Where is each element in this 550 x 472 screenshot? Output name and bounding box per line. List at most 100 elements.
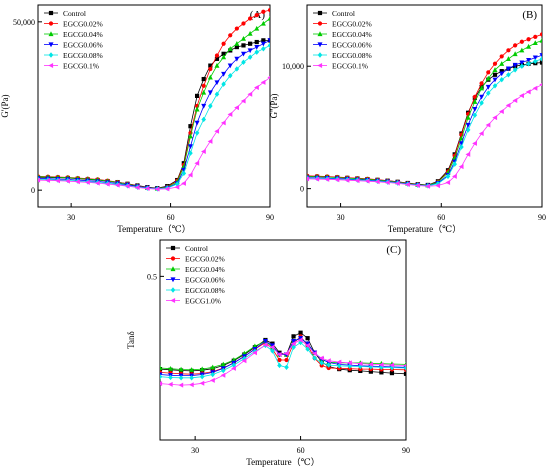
- data-point: [499, 61, 505, 66]
- legend-entry: EGCG0.04%: [63, 30, 103, 39]
- data-point: [325, 358, 331, 364]
- data-point: [65, 178, 70, 184]
- data-point: [512, 62, 518, 68]
- legend-marker: [48, 63, 54, 68]
- data-point: [519, 63, 525, 69]
- data-point: [305, 336, 310, 341]
- y-tick-label: 50,000: [13, 18, 35, 27]
- data-point: [188, 382, 194, 388]
- legend-entry: EGCG0.02%: [185, 255, 225, 264]
- plot-frame: [306, 4, 543, 208]
- data-point: [492, 77, 498, 83]
- data-point: [242, 355, 247, 362]
- data-point: [85, 179, 90, 185]
- data-point: [260, 20, 266, 26]
- data-point: [160, 374, 163, 380]
- legend-marker: [48, 31, 54, 37]
- data-point: [478, 131, 484, 137]
- data-point: [262, 338, 268, 344]
- legend-marker: [48, 10, 54, 16]
- legend-marker: [48, 52, 54, 58]
- data-point: [227, 111, 233, 117]
- data-point: [38, 177, 41, 183]
- data-point: [505, 56, 511, 61]
- data-point: [254, 13, 259, 18]
- data-point: [539, 60, 542, 65]
- data-point: [227, 63, 233, 69]
- data-point: [533, 34, 538, 39]
- data-point: [368, 361, 373, 367]
- series-area: [307, 32, 542, 189]
- x-tick-label: 60: [167, 213, 175, 222]
- data-point: [207, 90, 213, 96]
- data-point: [199, 374, 205, 380]
- data-point: [178, 375, 184, 381]
- data-point: [344, 177, 350, 183]
- data-point: [452, 173, 457, 179]
- data-point: [160, 365, 163, 371]
- data-point: [188, 150, 193, 156]
- data-point: [262, 342, 268, 348]
- data-point: [532, 58, 538, 65]
- x-tick-label: 30: [191, 446, 199, 455]
- data-point: [94, 180, 100, 186]
- data-point: [389, 362, 395, 368]
- data-point: [389, 370, 395, 376]
- legend-marker: [170, 245, 176, 251]
- data-point: [210, 377, 215, 383]
- data-point: [248, 16, 253, 21]
- data-point: [276, 352, 282, 358]
- data-point: [479, 85, 485, 91]
- data-point: [368, 369, 373, 374]
- y-axis-label: Tanδ: [126, 331, 136, 349]
- data-point: [174, 184, 180, 190]
- data-point: [194, 130, 200, 136]
- data-point: [519, 93, 524, 99]
- x-tick-label: 90: [538, 213, 546, 222]
- data-point: [240, 98, 246, 104]
- data-point: [201, 83, 206, 88]
- data-point: [261, 38, 266, 43]
- data-point: [75, 179, 80, 185]
- data-point: [178, 366, 184, 372]
- data-point: [254, 44, 260, 50]
- legend-entry: EGCG0.06%: [332, 41, 372, 50]
- data-point: [247, 54, 253, 60]
- data-point: [234, 41, 240, 46]
- data-point: [227, 73, 233, 79]
- data-point: [465, 122, 471, 128]
- data-point: [201, 148, 206, 154]
- legend: ControlEGCG0.02%EGCG0.04%EGCG0.06%EGCG0.…: [44, 9, 103, 71]
- legend-entry: Control: [185, 244, 208, 253]
- data-point: [452, 161, 458, 167]
- data-point: [403, 371, 406, 376]
- legend-marker: [170, 287, 176, 293]
- data-point: [199, 366, 205, 372]
- data-point: [379, 364, 384, 370]
- data-point: [261, 9, 266, 14]
- data-point: [124, 183, 130, 189]
- data-point: [187, 144, 193, 150]
- data-point: [194, 160, 200, 166]
- data-point: [234, 44, 239, 50]
- data-point: [291, 338, 297, 344]
- data-point: [234, 66, 240, 72]
- data-point: [505, 102, 511, 108]
- data-point: [199, 380, 205, 386]
- legend-entry: EGCG0.08%: [185, 286, 225, 295]
- data-point: [492, 83, 498, 89]
- data-point: [519, 47, 525, 53]
- legend-marker: [170, 277, 176, 283]
- legend-marker: [317, 52, 323, 58]
- data-point: [499, 54, 504, 59]
- data-point: [164, 186, 170, 192]
- legend-marker: [317, 21, 323, 26]
- data-point: [403, 364, 406, 367]
- data-point: [240, 51, 246, 57]
- series-line-6: [160, 339, 406, 386]
- x-axis-label: Temperature（℃）: [388, 224, 461, 234]
- data-point: [248, 41, 253, 46]
- data-point: [519, 60, 525, 66]
- legend-marker: [317, 63, 323, 68]
- data-point: [472, 94, 477, 99]
